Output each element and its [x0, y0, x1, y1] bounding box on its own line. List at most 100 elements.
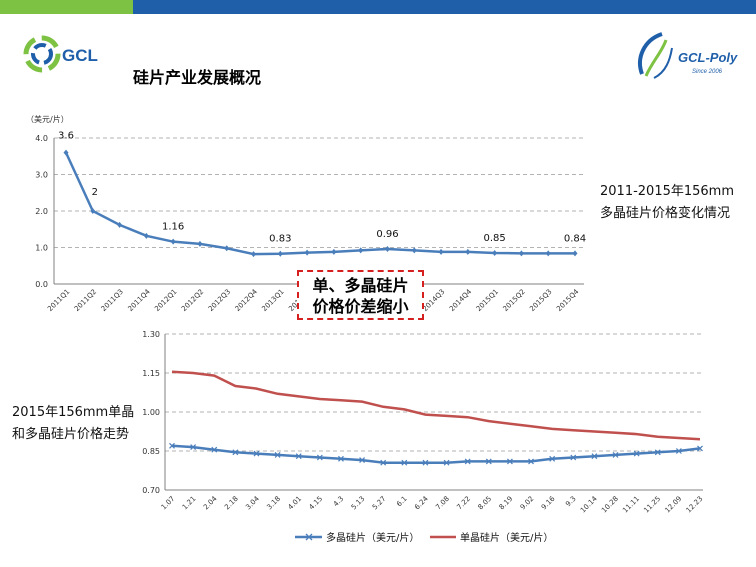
chart2-xtick-label: 12.09 [663, 495, 683, 515]
chart1-point [63, 149, 69, 156]
chart2-poly-point [338, 455, 344, 462]
bottom-chart-note-line2: 和多晶硅片价格走势 [12, 427, 130, 442]
chart1-data-label: 1.16 [162, 222, 184, 233]
chart2-xtick-label: 8.05 [477, 495, 494, 512]
gcl-logo: GCL [23, 35, 98, 73]
chart2-mono-line [171, 370, 701, 441]
chart2-poly-point [232, 449, 239, 456]
chart2-xtick-label: 9.16 [540, 494, 557, 511]
gcl-poly-logo-text: GCL-Poly [678, 50, 738, 65]
chart2-xtick-label: 2.18 [223, 495, 240, 512]
chart1-point [545, 250, 551, 257]
top-chart-note: 2011-2015年156mm 多晶硅片价格变化情况 [600, 181, 734, 225]
chart2-poly-point [654, 449, 661, 456]
chart2-xtick-label: 8.19 [498, 495, 515, 512]
chart2-poly-point [422, 459, 429, 466]
page-title: 硅片产业发展概况 [133, 68, 262, 87]
chart1-xtick-label: 2015Q2 [502, 288, 527, 313]
chart2-ytick-label: 0.85 [142, 447, 160, 456]
chart2-xtick-label: 6.1 [395, 495, 409, 509]
chart2-xtick-label: 4.15 [308, 495, 325, 512]
chart2-poly-point [464, 458, 471, 465]
chart2-xtick-label: 4.01 [286, 495, 303, 512]
chart1-data-label: 2 [92, 187, 98, 198]
chart1-point [224, 245, 230, 252]
chart1-xtick-label: 2014Q4 [448, 287, 474, 313]
chart2-xtick-label: 9.02 [519, 495, 536, 512]
chart1-point [518, 250, 524, 257]
chart2-poly-point [570, 454, 577, 461]
chart2-poly-point [211, 446, 218, 453]
chart1-point [277, 250, 283, 257]
chart2-poly-point [528, 458, 534, 465]
chart2-ytick-label: 1.30 [142, 330, 160, 339]
chart1-point [304, 249, 310, 256]
price-gap-callout: 单、多晶硅片 价格价差缩小 [297, 270, 424, 320]
chart2-poly-point [359, 457, 366, 464]
chart1-xtick-label: 2012Q2 [180, 288, 205, 313]
chart2-poly-point [190, 444, 197, 451]
chart2-xtick-label: 5.13 [350, 495, 367, 512]
chart2-xtick-label: 4.3 [332, 495, 346, 509]
top-chart-note-line2: 多晶硅片价格变化情况 [600, 206, 731, 221]
chart1-ytick-label: 3.0 [35, 171, 48, 180]
chart1-point [411, 247, 417, 254]
chart1-point [572, 250, 578, 257]
callout-line1: 单、多晶硅片 [312, 276, 409, 295]
chart1-ytick-label: 4.0 [35, 134, 48, 143]
chart1-point [384, 245, 390, 252]
legend-mono-label: 单晶硅片（美元/片） [460, 531, 553, 544]
chart1-xtick-label: 2013Q1 [260, 288, 285, 313]
gcl-logo-text: GCL [62, 46, 98, 65]
chart2-poly-point [675, 448, 682, 454]
chart1-ytick-label: 0.0 [35, 280, 48, 289]
chart2-poly-point [697, 445, 703, 452]
chart1-xtick-label: 2012Q4 [234, 287, 260, 313]
chart2-poly-point [380, 459, 387, 466]
chart2-poly-point [401, 459, 408, 466]
chart2-ytick-label: 1.15 [142, 369, 160, 378]
chart1-xtick-label: 2011Q1 [46, 288, 71, 313]
top-chart-note-line1: 2011-2015年156mm [600, 184, 734, 199]
top-bar-blue [133, 0, 756, 14]
chart1-ytick-label: 1.0 [35, 244, 48, 253]
chart1-ytick-label: 2.0 [35, 207, 48, 216]
chart1-point [358, 247, 364, 254]
legend-poly-label: 多晶硅片（美元/片） [326, 531, 419, 544]
chart2-poly-point [612, 451, 619, 458]
chart1-point [90, 208, 96, 214]
chart2-poly-point [549, 455, 556, 462]
chart2-xtick-label: 9.3 [564, 495, 578, 509]
callout-line2: 价格价差缩小 [312, 297, 409, 316]
chart2-poly-point [169, 442, 175, 449]
chart2-xtick-label: 11.11 [621, 495, 641, 515]
chart2-xtick-label: 10.28 [600, 495, 620, 515]
chart1-point [331, 248, 337, 255]
chart2-poly-point [633, 450, 640, 457]
chart2-poly-point [443, 459, 450, 466]
chart1-xtick-label: 2012Q1 [153, 288, 178, 313]
chart1-xtick-label: 2011Q3 [100, 288, 125, 313]
chart2-xtick-label: 6.24 [413, 494, 430, 511]
chart2-xtick-label: 1.21 [181, 495, 198, 512]
chart2-xtick-label: 7.08 [434, 495, 451, 512]
gcl-poly-logo: GCL-Poly Since 2006 [638, 32, 738, 79]
chart2-xtick-label: 7.22 [455, 495, 472, 512]
chart1-series-line [64, 152, 575, 256]
chart2-xtick-label: 2.04 [202, 494, 219, 511]
chart1-data-label: 0.84 [564, 233, 586, 244]
chart2-poly-point [485, 458, 492, 465]
chart1-xtick-label: 2012Q3 [207, 288, 232, 313]
chart2-poly-point [253, 450, 260, 457]
chart1-xtick-label: 2015Q4 [555, 287, 581, 313]
gcl-poly-logo-sub: Since 2006 [692, 69, 723, 75]
chart1-unit-label: （美元/片） [26, 114, 69, 124]
chart2-poly-point [506, 458, 513, 465]
chart1-xtick-label: 2011Q2 [73, 288, 98, 313]
chart2-xtick-label: 1.07 [160, 495, 177, 512]
chart1-point [465, 248, 471, 255]
chart1-xtick-label: 2011Q4 [126, 287, 152, 313]
chart2-xtick-label: 12.23 [685, 495, 705, 515]
chart1-point [197, 240, 203, 247]
